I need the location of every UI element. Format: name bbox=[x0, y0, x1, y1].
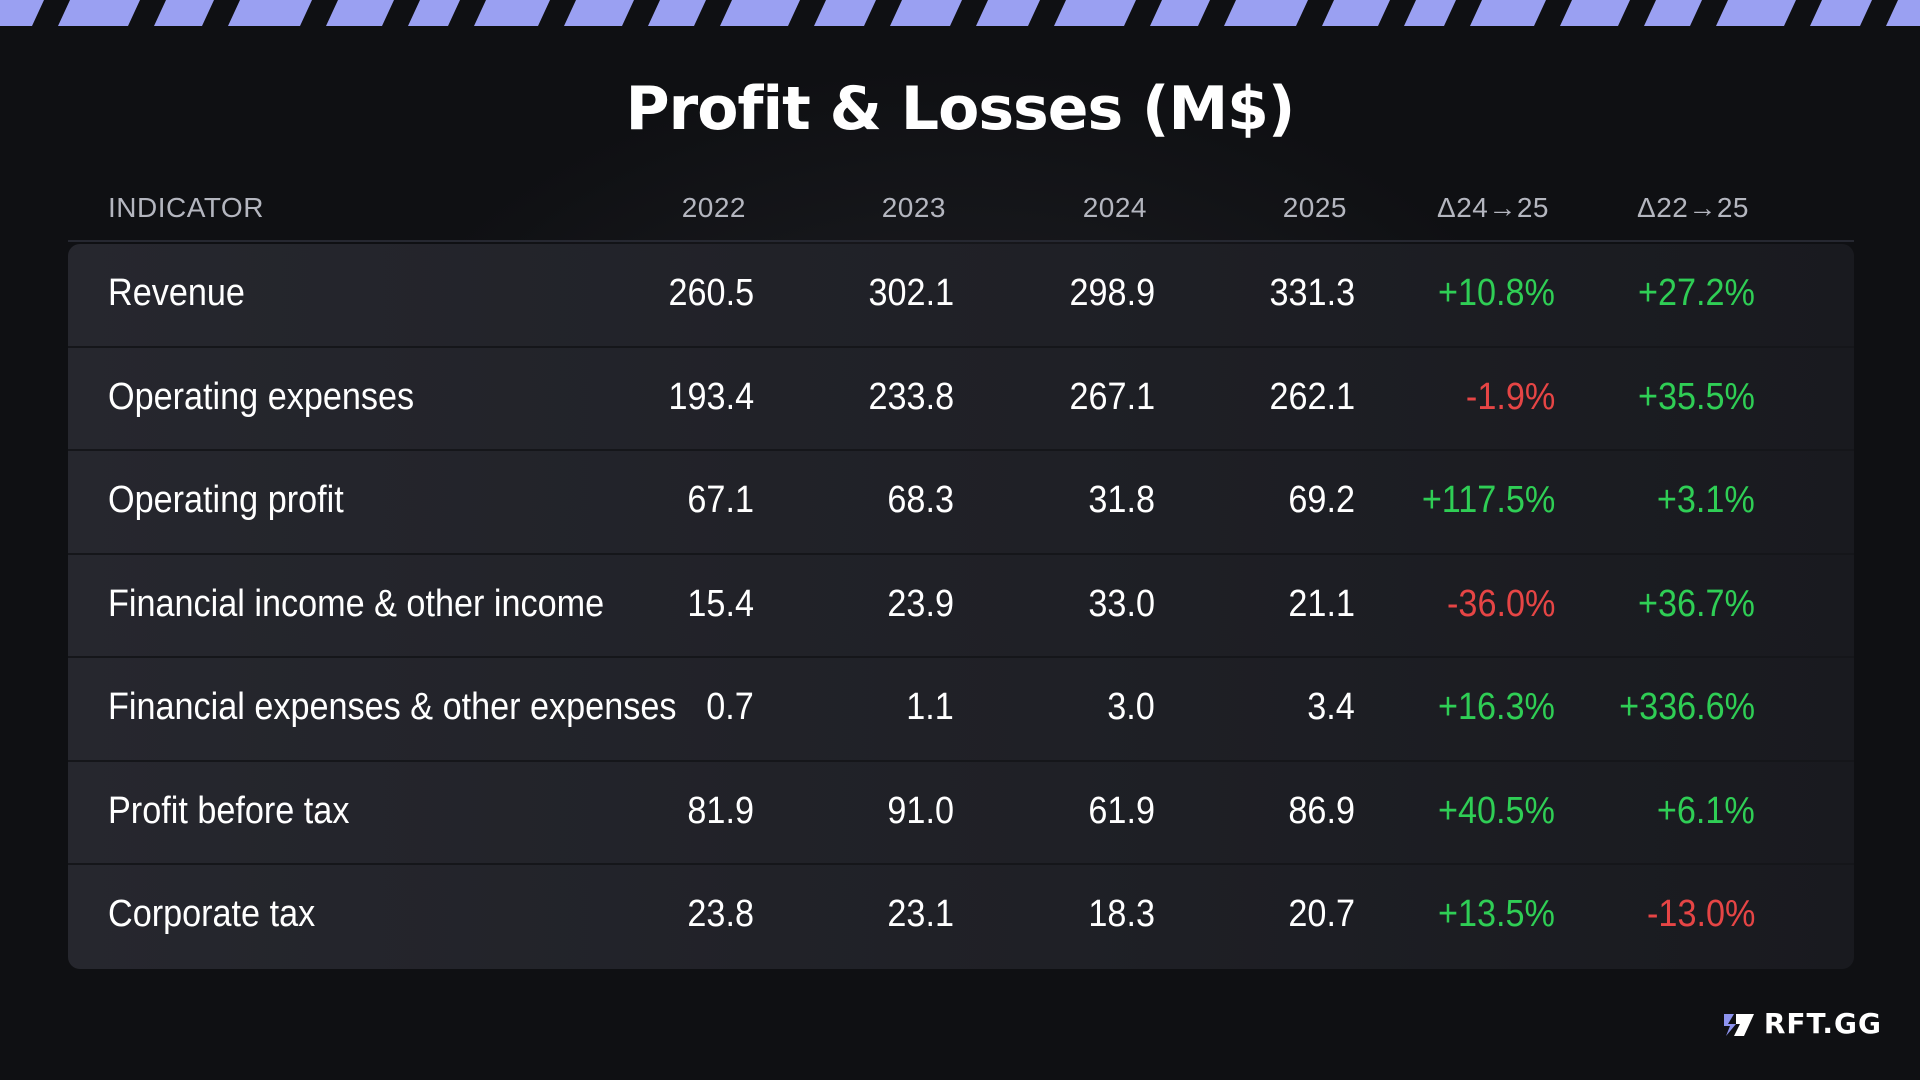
stripe-segment bbox=[474, 0, 550, 26]
stripe-segment bbox=[0, 0, 44, 26]
year-value-cell: 260.5 bbox=[668, 272, 754, 314]
year-value-cell: 15.4 bbox=[687, 582, 754, 625]
year-value-cell: 20.7 bbox=[1288, 893, 1355, 935]
stripe-segment bbox=[890, 0, 962, 26]
column-header-indicator: INDICATOR bbox=[108, 192, 264, 223]
stripe-segment bbox=[154, 0, 214, 26]
stripe-segment bbox=[814, 0, 876, 26]
delta-24-25-cell: -36.0% bbox=[1446, 582, 1555, 625]
delta-24-25-cell: +13.5% bbox=[1438, 893, 1555, 935]
stripe-segment bbox=[648, 0, 706, 26]
row-indicator-label: Operating profit bbox=[108, 479, 344, 521]
table-row: Financial income & other income 15.4 23.9 3… bbox=[68, 555, 1854, 658]
year-value-cell: 18.3 bbox=[1088, 893, 1155, 935]
column-header: Δ24→25 bbox=[1437, 192, 1549, 223]
year-value-cell: 23.1 bbox=[887, 893, 954, 935]
stripe-segment bbox=[1224, 0, 1308, 26]
stripe-segment bbox=[1644, 0, 1702, 26]
year-value-cell: 23.9 bbox=[887, 582, 954, 625]
column-header: Δ22→25 bbox=[1637, 192, 1749, 223]
stripe-segment bbox=[976, 0, 1040, 26]
stripe-segment bbox=[1404, 0, 1456, 26]
year-value-cell: 31.8 bbox=[1088, 479, 1155, 521]
delta-24-25-cell: +16.3% bbox=[1438, 686, 1555, 728]
column-header: 2024 bbox=[1082, 192, 1147, 223]
year-value-cell: 67.1 bbox=[687, 479, 754, 521]
delta-24-25-cell: -1.9% bbox=[1465, 375, 1555, 418]
stripe-segment bbox=[564, 0, 634, 26]
year-value-cell: 33.0 bbox=[1088, 582, 1155, 625]
table-row: Operating profit 67.1 68.3 31.8 69.2 +117.5% +… bbox=[68, 451, 1854, 555]
column-header: 2025 bbox=[1282, 192, 1347, 223]
stripe-segment bbox=[1322, 0, 1390, 26]
year-value-cell: 262.1 bbox=[1269, 375, 1355, 418]
brand-logo: RFT.GG bbox=[1722, 1007, 1882, 1040]
delta-22-25-cell: -13.0% bbox=[1646, 893, 1755, 935]
year-value-cell: 86.9 bbox=[1288, 789, 1355, 832]
column-header: 2022 bbox=[681, 192, 746, 223]
stripe-segment bbox=[720, 0, 800, 26]
row-indicator-label: Operating expenses bbox=[108, 375, 415, 418]
stripe-segment bbox=[1470, 0, 1546, 26]
year-value-cell: 331.3 bbox=[1269, 272, 1355, 314]
row-indicator-label: Corporate tax bbox=[108, 893, 316, 935]
rft-logo-icon bbox=[1723, 1013, 1754, 1036]
year-value-cell: 21.1 bbox=[1288, 582, 1355, 625]
row-indicator-label: Profit before tax bbox=[108, 789, 350, 832]
table-header-row: INDICATOR 2022 2023 2024 2025 Δ24→25 Δ22→25 bbox=[68, 180, 1854, 242]
delta-22-25-cell: +35.5% bbox=[1638, 375, 1755, 418]
stripe-segment bbox=[1560, 0, 1630, 26]
stripe-segment bbox=[408, 0, 460, 26]
column-header: 2023 bbox=[881, 192, 946, 223]
stripe-segment bbox=[1716, 0, 1796, 26]
stripe-segment bbox=[58, 0, 140, 26]
table-body: Revenue 260.5 302.1 298.9 331.3 +10.8% +27.2% O… bbox=[68, 244, 1854, 969]
row-indicator-label: Financial income & other income bbox=[108, 582, 605, 625]
logo-text: RFT.GG bbox=[1763, 1007, 1882, 1040]
year-value-cell: 1.1 bbox=[906, 686, 954, 728]
stripe-segment bbox=[326, 0, 394, 26]
delta-22-25-cell: +27.2% bbox=[1638, 272, 1755, 314]
year-value-cell: 267.1 bbox=[1069, 375, 1155, 418]
delta-22-25-cell: +6.1% bbox=[1657, 789, 1755, 832]
row-indicator-label: Financial expenses & other expenses bbox=[108, 686, 677, 728]
year-value-cell: 0.7 bbox=[706, 686, 754, 728]
table-row: Financial expenses & other expenses 0.7 1.… bbox=[68, 658, 1854, 762]
row-indicator-label: Revenue bbox=[108, 272, 245, 314]
stripe-segment bbox=[228, 0, 312, 26]
delta-24-25-cell: +117.5% bbox=[1421, 479, 1555, 521]
stripe-segment bbox=[1054, 0, 1136, 26]
stripe-segment bbox=[1810, 0, 1872, 26]
year-value-cell: 3.4 bbox=[1307, 686, 1355, 728]
year-value-cell: 193.4 bbox=[668, 375, 754, 418]
year-value-cell: 233.8 bbox=[868, 375, 954, 418]
year-value-cell: 61.9 bbox=[1088, 789, 1155, 832]
year-value-cell: 81.9 bbox=[687, 789, 754, 832]
table-row: Corporate tax 23.8 23.1 18.3 20.7 +13.5% -13.0… bbox=[68, 865, 1854, 969]
stripe-segment bbox=[1886, 0, 1920, 26]
stripe-segment bbox=[1150, 0, 1210, 26]
decorative-stripe-bar bbox=[0, 0, 1920, 26]
delta-24-25-cell: +40.5% bbox=[1438, 789, 1555, 832]
year-value-cell: 3.0 bbox=[1107, 686, 1155, 728]
pnl-table: INDICATOR 2022 2023 2024 2025 Δ24→25 Δ22→25 Re… bbox=[68, 180, 1854, 969]
year-value-cell: 68.3 bbox=[887, 479, 954, 521]
year-value-cell: 302.1 bbox=[868, 272, 954, 314]
delta-22-25-cell: +3.1% bbox=[1657, 479, 1755, 521]
year-value-cell: 298.9 bbox=[1069, 272, 1155, 314]
year-value-cell: 69.2 bbox=[1288, 479, 1355, 521]
year-value-cell: 23.8 bbox=[687, 893, 754, 935]
year-value-cell: 91.0 bbox=[887, 789, 954, 832]
table-row: Profit before tax 81.9 91.0 61.9 86.9 +40.5% +… bbox=[68, 762, 1854, 865]
delta-22-25-cell: +336.6% bbox=[1619, 686, 1755, 728]
table-row: Operating expenses 193.4 233.8 267.1 262.1 -1… bbox=[68, 348, 1854, 451]
page-title: Profit & Losses (M$) bbox=[625, 74, 1296, 144]
delta-24-25-cell: +10.8% bbox=[1438, 272, 1555, 314]
table-row: Revenue 260.5 302.1 298.9 331.3 +10.8% +27.2% bbox=[68, 244, 1854, 348]
delta-22-25-cell: +36.7% bbox=[1638, 582, 1755, 625]
